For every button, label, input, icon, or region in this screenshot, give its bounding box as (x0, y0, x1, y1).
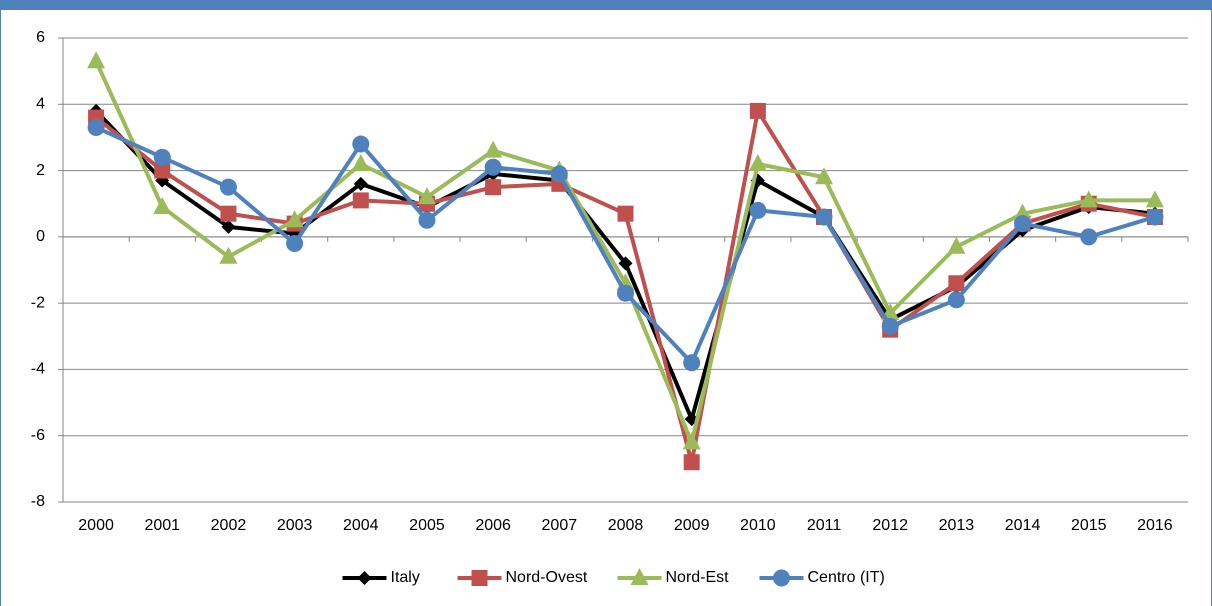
marker (617, 284, 634, 302)
marker (618, 256, 633, 271)
marker (881, 317, 899, 335)
header-bar (0, 0, 1212, 10)
marker (286, 234, 304, 252)
marker (87, 51, 106, 69)
marker (154, 162, 171, 179)
marker (417, 187, 436, 205)
x-tick-label: 2010 (740, 517, 776, 534)
marker (471, 570, 488, 586)
x-tick-label: 2011 (807, 517, 842, 534)
x-tick-label: 2016 (1137, 517, 1173, 534)
marker (749, 102, 766, 119)
marker (1079, 190, 1098, 208)
marker (1145, 190, 1164, 208)
marker (1146, 208, 1164, 226)
marker (682, 432, 701, 450)
x-tick-label: 2012 (872, 517, 908, 534)
marker (947, 236, 966, 254)
x-tick-label: 2001 (144, 517, 180, 534)
marker (153, 197, 172, 215)
x-tick-label: 2014 (1005, 517, 1041, 534)
marker (748, 153, 767, 171)
marker (87, 118, 105, 136)
x-tick-label: 2003 (277, 517, 313, 534)
marker (815, 167, 834, 185)
y-tick-label: -4 (31, 361, 45, 378)
marker (285, 210, 304, 228)
legend-label: Centro (IT) (808, 569, 885, 586)
marker (220, 205, 237, 222)
x-tick-label: 2013 (939, 517, 975, 534)
marker (153, 148, 171, 166)
y-tick-label: -6 (31, 427, 45, 444)
x-tick-label: 2007 (542, 517, 578, 534)
marker (484, 140, 503, 158)
y-tick-label: 6 (36, 29, 45, 46)
marker (749, 201, 767, 219)
marker (485, 179, 502, 196)
x-tick-label: 2002 (211, 517, 247, 534)
x-tick-label: 2006 (475, 517, 511, 534)
marker (1080, 228, 1098, 246)
y-tick-label: 0 (36, 228, 45, 245)
marker (484, 158, 502, 176)
marker (221, 219, 236, 234)
x-tick-label: 2015 (1071, 517, 1107, 534)
marker (219, 246, 238, 264)
marker (352, 192, 369, 209)
marker (947, 291, 965, 309)
marker (630, 568, 649, 585)
marker (1014, 215, 1032, 233)
legend-label: Nord-Ovest (506, 569, 588, 586)
marker (773, 569, 790, 587)
x-tick-label: 2009 (674, 517, 710, 534)
x-tick-label: 2008 (608, 517, 644, 534)
y-tick-label: 4 (36, 96, 45, 113)
marker (351, 153, 370, 171)
marker (550, 165, 568, 183)
x-tick-label: 2004 (343, 517, 379, 534)
legend-label: Italy (391, 569, 420, 586)
legend-label: Nord-Est (666, 569, 730, 586)
x-tick-label: 2000 (78, 517, 114, 534)
marker (617, 205, 634, 222)
marker (219, 178, 237, 196)
marker (683, 454, 700, 471)
marker (357, 571, 372, 585)
marker (418, 211, 436, 229)
marker (948, 275, 965, 292)
y-tick-label: -2 (31, 294, 45, 311)
y-tick-label: -8 (31, 493, 45, 510)
x-tick-label: 2005 (409, 517, 445, 534)
marker (683, 354, 701, 372)
marker (352, 135, 370, 153)
y-tick-label: 2 (36, 162, 45, 179)
marker (815, 208, 833, 226)
marker (353, 176, 368, 191)
